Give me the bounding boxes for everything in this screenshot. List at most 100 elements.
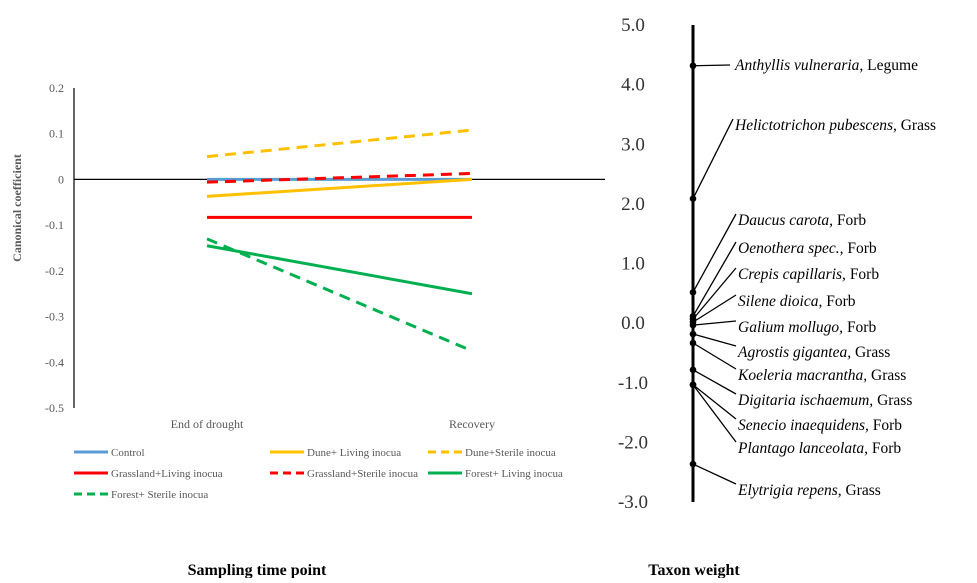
legend-label: Forest+ Living inocua xyxy=(465,468,563,480)
taxon-leader-line xyxy=(692,333,737,347)
taxon-points: Anthyllis vulneraria, Legume Helictotrich… xyxy=(689,57,936,499)
taxon-axis-tick-label: 2.0 xyxy=(621,194,645,215)
taxon-label: Digitaria ischaemum, Grass xyxy=(737,392,912,409)
taxon-label: Silene dioica, Forb xyxy=(738,293,856,310)
taxon-group: Forb xyxy=(822,293,855,310)
x-tick-labels: End of drought Recovery xyxy=(171,417,495,431)
series-lines xyxy=(206,128,473,353)
taxon-name: Galium mollugo, xyxy=(738,319,843,336)
taxon-name: Plantago lanceolata, xyxy=(737,440,868,457)
taxon-point xyxy=(689,289,697,296)
y-tick-label: -0.3 xyxy=(45,310,64,324)
taxon-axis-tick-labels: 5.0 4.0 3.0 2.0 1.0 0.0 -1.0 -2.0 -3.0 xyxy=(618,15,648,513)
taxon-point xyxy=(689,366,697,374)
taxon-group: Forb xyxy=(868,440,901,457)
taxon-axis-tick-label: -3.0 xyxy=(618,492,648,513)
y-tick-label: -0.4 xyxy=(45,355,64,369)
y-tick-label: -0.5 xyxy=(45,401,64,415)
taxon-leader-line xyxy=(692,241,737,317)
taxon-label: Oenothera spec., Forb xyxy=(738,240,877,257)
legend-label: Forest+ Sterile inocua xyxy=(111,489,208,501)
taxon-axis-tick-label: 1.0 xyxy=(621,254,645,275)
taxon-point xyxy=(689,460,697,468)
legend-label: Dune+Sterile inocua xyxy=(465,447,556,459)
taxon-leader-line xyxy=(692,64,731,67)
y-tick-label: 0.1 xyxy=(49,127,64,141)
x-axis-label: Sampling time point xyxy=(188,562,327,578)
taxon-label: Crepis capillaris, Forb xyxy=(738,266,879,283)
legend-label: Dune+ Living inocua xyxy=(307,447,401,459)
taxon-point xyxy=(689,321,697,329)
taxon-name: Daucus carota, xyxy=(737,212,833,229)
taxon-weight-chart: 5.0 4.0 3.0 2.0 1.0 0.0 -1.0 -2.0 -3.0 Anthyllis… xyxy=(618,15,936,579)
taxon-leader-line xyxy=(692,213,737,293)
taxon-leader-line xyxy=(692,320,737,326)
taxon-point xyxy=(689,62,697,70)
taxon-label: Anthyllis vulneraria, Legume xyxy=(734,57,918,74)
x-tick-label: Recovery xyxy=(449,417,495,431)
taxon-name: Senecio inaequidens, xyxy=(738,417,869,434)
y-axis-label: Canonical coefficient xyxy=(10,154,24,262)
line-chart: 0.2 0.1 0 -0.1 -0.2 -0.3 -0.4 -0.5 Canonical co… xyxy=(10,81,605,579)
taxon-name: Elytrigia repens, xyxy=(737,482,842,499)
taxon-name: Anthyllis vulneraria xyxy=(734,57,860,74)
taxon-leader-line xyxy=(692,369,737,395)
taxon-name: Oenothera spec., xyxy=(738,240,843,257)
y-tick-label: 0.2 xyxy=(49,81,64,95)
taxon-leader-line xyxy=(692,384,737,443)
taxon-axis-label: Taxon weight xyxy=(648,562,740,578)
taxon-point xyxy=(689,381,697,389)
taxon-leader-line xyxy=(692,342,737,370)
y-tick-label: -0.1 xyxy=(45,218,64,232)
taxon-group: Forb xyxy=(833,212,866,229)
taxon-label: Galium mollugo, Forb xyxy=(738,319,876,336)
series-line xyxy=(206,171,473,184)
taxon-axis-tick-label: 4.0 xyxy=(621,75,645,96)
y-tick-label: -0.2 xyxy=(45,264,64,278)
taxon-group: Grass xyxy=(851,344,890,361)
series-line xyxy=(206,128,473,159)
series-line xyxy=(206,237,473,353)
series-line xyxy=(206,177,473,198)
taxon-leader-line xyxy=(692,463,737,485)
taxon-name: Koeleria macrantha, xyxy=(737,367,867,384)
taxon-axis-tick-label: 3.0 xyxy=(621,134,645,155)
taxon-point xyxy=(689,330,697,338)
legend: Control Dune+ Living inocua Dune+Sterile i… xyxy=(74,447,563,501)
taxon-group: Grass xyxy=(897,117,936,134)
taxon-axis-tick-label: 0.0 xyxy=(621,313,645,334)
taxon-group: Grass xyxy=(873,392,912,409)
taxon-group: Forb xyxy=(869,417,902,434)
y-tick-label: 0 xyxy=(58,172,64,186)
series-line xyxy=(206,244,473,296)
taxon-point xyxy=(689,195,697,203)
legend-label: Grassland+Living inocua xyxy=(111,468,223,480)
taxon-group: Forb xyxy=(843,319,876,336)
taxon-leader-line xyxy=(692,384,737,420)
taxon-name: Silene dioica, xyxy=(738,293,822,310)
taxon-label: Daucus carota, Forb xyxy=(737,212,866,229)
taxon-leader-line xyxy=(692,294,737,323)
taxon-group: Forb xyxy=(846,266,879,283)
taxon-label: Helictotrichon pubescens, Grass xyxy=(734,117,936,134)
taxon-group: Grass xyxy=(867,367,906,384)
taxon-group: , Legume xyxy=(859,57,918,74)
y-tick-labels: 0.2 0.1 0 -0.1 -0.2 -0.3 -0.4 -0.5 xyxy=(45,81,64,415)
taxon-label: Elytrigia repens, Grass xyxy=(737,482,881,499)
taxon-axis-tick-label: -1.0 xyxy=(618,373,648,394)
taxon-name: Crepis capillaris, xyxy=(738,266,846,283)
taxon-label: Koeleria macrantha, Grass xyxy=(737,367,906,384)
taxon-axis-tick-label: -2.0 xyxy=(618,432,648,453)
taxon-label: Agrostis gigantea, Grass xyxy=(737,344,890,361)
legend-label: Control xyxy=(111,447,145,459)
taxon-label: Senecio inaequidens, Forb xyxy=(738,417,902,434)
legend-label: Grassland+Sterile inocua xyxy=(307,468,418,480)
taxon-point xyxy=(689,339,697,347)
taxon-leader-line xyxy=(692,118,734,199)
taxon-leader-line xyxy=(692,267,737,320)
taxon-group: Forb xyxy=(843,240,876,257)
taxon-group: Grass xyxy=(842,482,881,499)
x-tick-label: End of drought xyxy=(171,417,244,431)
